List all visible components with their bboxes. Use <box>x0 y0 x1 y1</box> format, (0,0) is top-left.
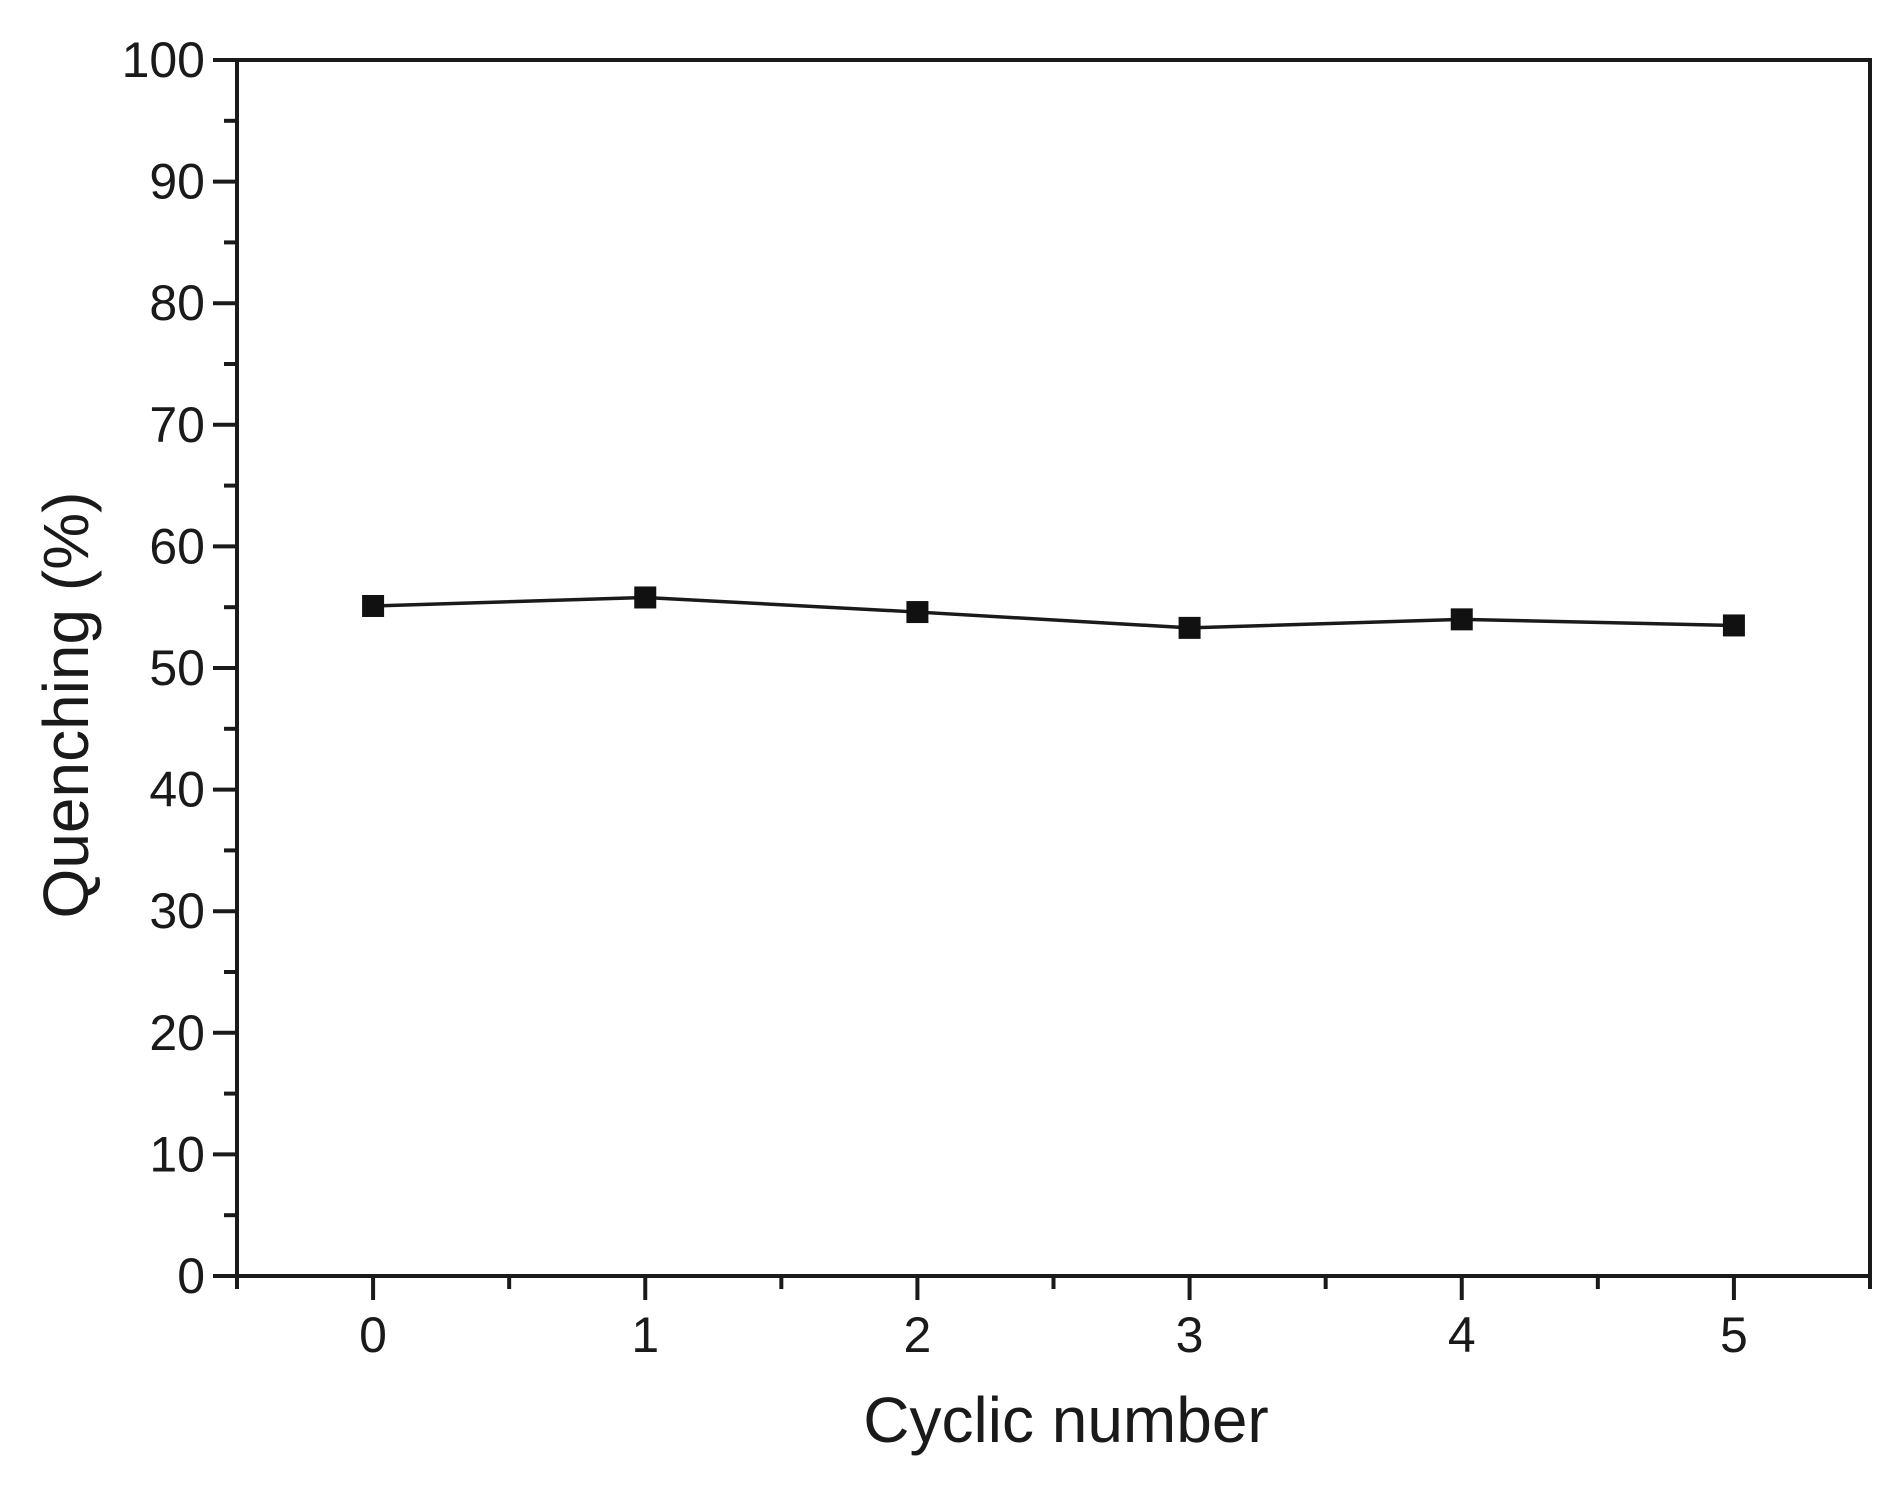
x-tick-label: 5 <box>1720 1307 1748 1363</box>
data-point-marker <box>1722 614 1745 637</box>
y-tick-label: 0 <box>177 1248 205 1304</box>
data-point-marker <box>906 601 929 624</box>
y-tick-label: 20 <box>149 1005 205 1061</box>
y-tick-label: 80 <box>149 275 205 331</box>
y-tick-label: 60 <box>149 518 205 574</box>
data-point-marker <box>634 586 657 609</box>
y-tick-label: 50 <box>149 640 205 696</box>
data-point-marker <box>1178 616 1201 639</box>
data-point-marker <box>362 594 385 617</box>
data-line <box>373 595 1734 630</box>
data-point-marker <box>1450 608 1473 631</box>
x-tick-label: 1 <box>631 1307 659 1363</box>
y-tick-label: 10 <box>149 1126 205 1182</box>
y-tick-label: 100 <box>122 32 205 88</box>
y-tick-label: 70 <box>149 397 205 453</box>
x-axis-title: Cyclic number <box>863 1384 1268 1456</box>
x-tick-label: 2 <box>904 1307 932 1363</box>
x-tick-label: 4 <box>1448 1307 1476 1363</box>
x-tick-label: 3 <box>1176 1307 1204 1363</box>
y-tick-label: 30 <box>149 883 205 939</box>
y-axis-title: Quenching (%) <box>30 492 102 919</box>
y-tick-label: 40 <box>149 762 205 818</box>
y-tick-label: 90 <box>149 154 205 210</box>
x-tick-label: 0 <box>359 1307 387 1363</box>
